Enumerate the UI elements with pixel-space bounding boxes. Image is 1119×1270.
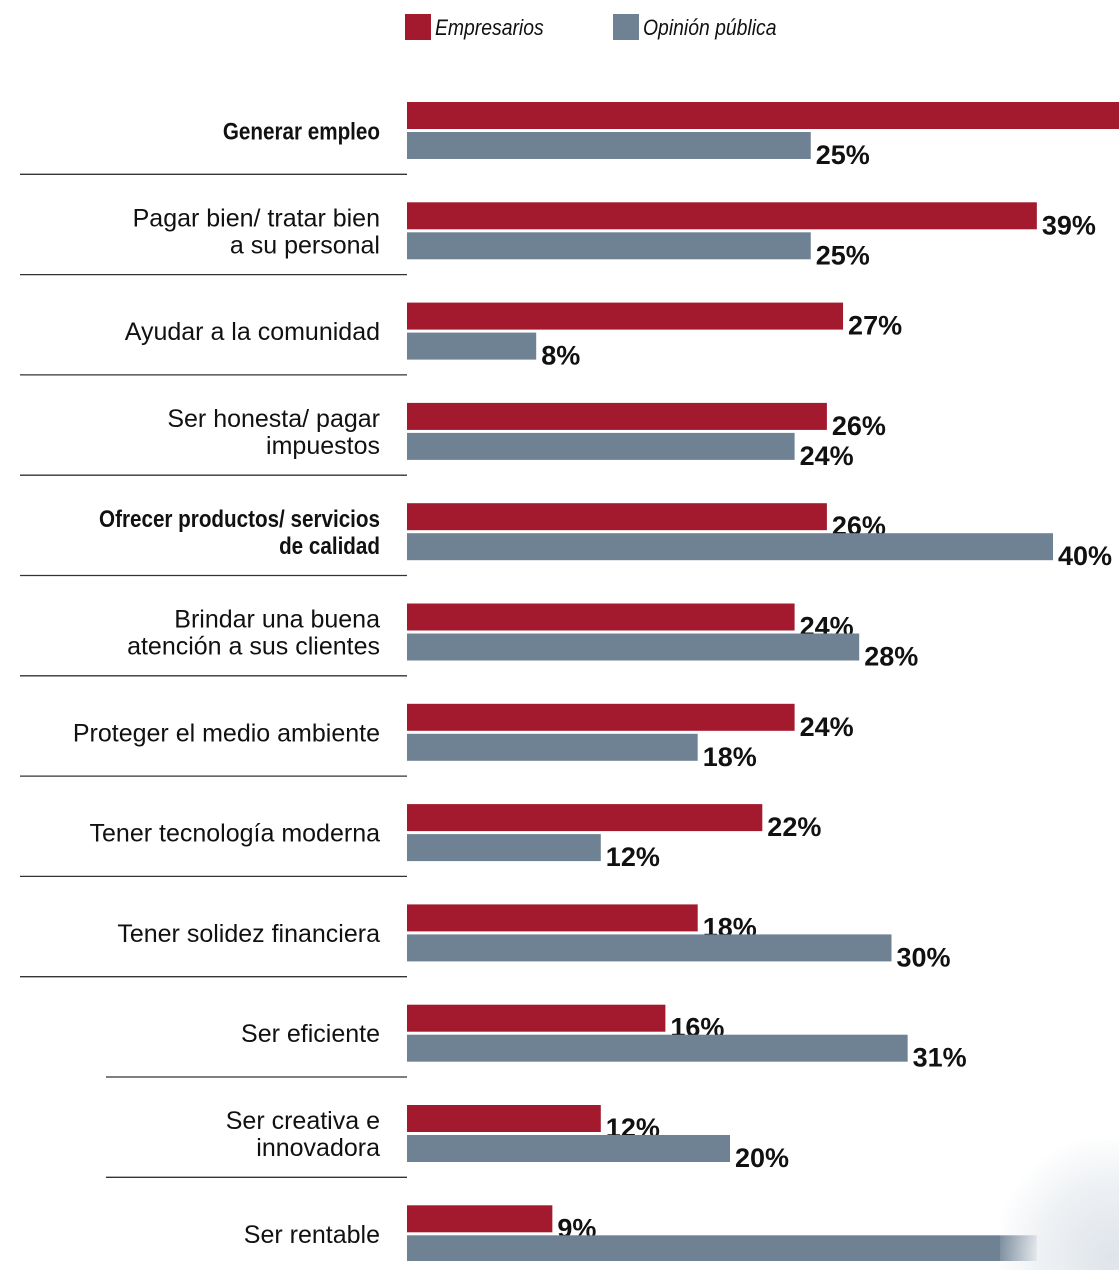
- bar-opinion: [407, 834, 601, 862]
- bar-empresarios: [407, 1205, 553, 1233]
- bar-opinion: [407, 1034, 908, 1062]
- bar-empresarios: [407, 1004, 666, 1032]
- category-label: Tener solidez financiera: [117, 920, 380, 948]
- bar-opinion: [407, 132, 811, 159]
- bar-empresarios: [407, 102, 1119, 129]
- category-label: a su personal: [230, 231, 380, 259]
- data-label: 24%: [800, 441, 854, 471]
- data-label: 40%: [1058, 541, 1112, 571]
- data-label: 25%: [816, 140, 870, 170]
- category-label: Ofrecer productos/ servicios: [99, 506, 380, 533]
- category-label: innovadora: [256, 1134, 380, 1162]
- bar-empresarios: [407, 804, 763, 832]
- bar-opinion: [407, 934, 892, 962]
- category-label: Ayudar a la comunidad: [125, 318, 380, 346]
- category-label: Generar empleo: [223, 118, 380, 145]
- data-label: 20%: [735, 1143, 789, 1173]
- data-label: 26%: [832, 411, 886, 441]
- category-label: Ser honesta/ pagar: [167, 405, 380, 433]
- data-label: 25%: [816, 240, 870, 270]
- category-label: Tener tecnología moderna: [90, 820, 381, 848]
- data-label: 39%: [1042, 1243, 1096, 1261]
- bar-opinion: [407, 432, 795, 460]
- category-label: Pagar bien/ tratar bien: [133, 204, 380, 232]
- data-label: 24%: [800, 712, 854, 742]
- bar-empresarios: [407, 1105, 601, 1132]
- bar-empresarios: [407, 302, 844, 330]
- data-label: 31%: [913, 1043, 967, 1073]
- category-label: Ser creativa e: [226, 1107, 380, 1135]
- bar-opinion: [407, 633, 860, 661]
- category-label: Brindar una buena: [174, 606, 380, 634]
- bar-empresarios: [407, 202, 1037, 230]
- data-label: 22%: [767, 812, 821, 842]
- category-label: Proteger el medio ambiente: [73, 719, 380, 747]
- bar-empresarios: [407, 402, 827, 430]
- bar-opinion: [407, 232, 811, 260]
- legend-swatch-opinion: [613, 14, 639, 40]
- bar-empresarios: [407, 503, 827, 531]
- bar-empresarios: [407, 603, 795, 631]
- bar-empresarios: [407, 904, 698, 932]
- data-label: 27%: [848, 311, 902, 341]
- data-label: 18%: [703, 742, 757, 772]
- category-label: Ser eficiente: [241, 1020, 380, 1048]
- data-label: 39%: [1042, 210, 1096, 240]
- data-label: 8%: [541, 341, 580, 371]
- legend-label-opinion: Opinión pública: [643, 15, 777, 40]
- data-label: 30%: [897, 942, 951, 972]
- legend-label-empresarios: Empresarios: [435, 15, 544, 40]
- bar-empresarios: [407, 703, 795, 731]
- bar-opinion: [407, 533, 1053, 561]
- category-label: impuestos: [266, 432, 380, 460]
- category-label: Ser rentable: [244, 1221, 380, 1249]
- data-label: 12%: [606, 842, 660, 872]
- category-label: atención a sus clientes: [127, 633, 380, 661]
- data-label: 28%: [864, 642, 918, 672]
- bar-opinion: [407, 332, 537, 360]
- bar-opinion: [407, 1235, 1037, 1261]
- bar-opinion: [407, 733, 698, 761]
- legend-swatch-empresarios: [405, 14, 431, 40]
- category-label: de calidad: [279, 533, 380, 560]
- bar-opinion: [407, 1135, 730, 1162]
